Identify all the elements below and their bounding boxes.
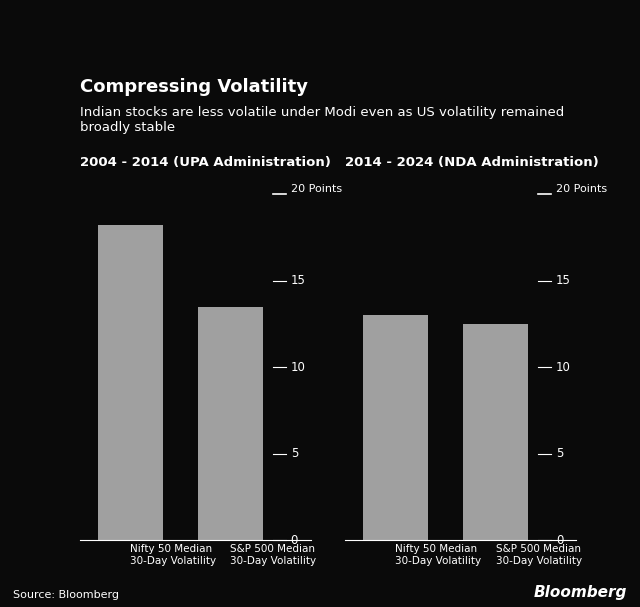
Text: Compressing Volatility: Compressing Volatility: [80, 78, 308, 96]
Bar: [363, 315, 428, 540]
Text: 5: 5: [556, 447, 563, 460]
Text: Source: Bloomberg: Source: Bloomberg: [13, 590, 119, 600]
Text: 10: 10: [291, 361, 305, 374]
Text: 2014 - 2024 (NDA Administration): 2014 - 2024 (NDA Administration): [346, 155, 599, 169]
Text: 15: 15: [556, 274, 571, 287]
Text: Indian stocks are less volatile under Modi even as US volatility remained
broadl: Indian stocks are less volatile under Mo…: [80, 106, 564, 134]
Text: 0: 0: [291, 534, 298, 547]
Text: 15: 15: [291, 274, 305, 287]
Text: 5: 5: [291, 447, 298, 460]
Text: 2004 - 2014 (UPA Administration): 2004 - 2014 (UPA Administration): [80, 155, 331, 169]
Text: 10: 10: [556, 361, 571, 374]
Bar: [97, 225, 163, 540]
Bar: [198, 307, 263, 540]
Bar: [463, 324, 529, 540]
Text: Bloomberg: Bloomberg: [534, 585, 627, 600]
Text: 20 Points: 20 Points: [556, 184, 607, 194]
Text: 0: 0: [556, 534, 563, 547]
Text: 20 Points: 20 Points: [291, 184, 342, 194]
